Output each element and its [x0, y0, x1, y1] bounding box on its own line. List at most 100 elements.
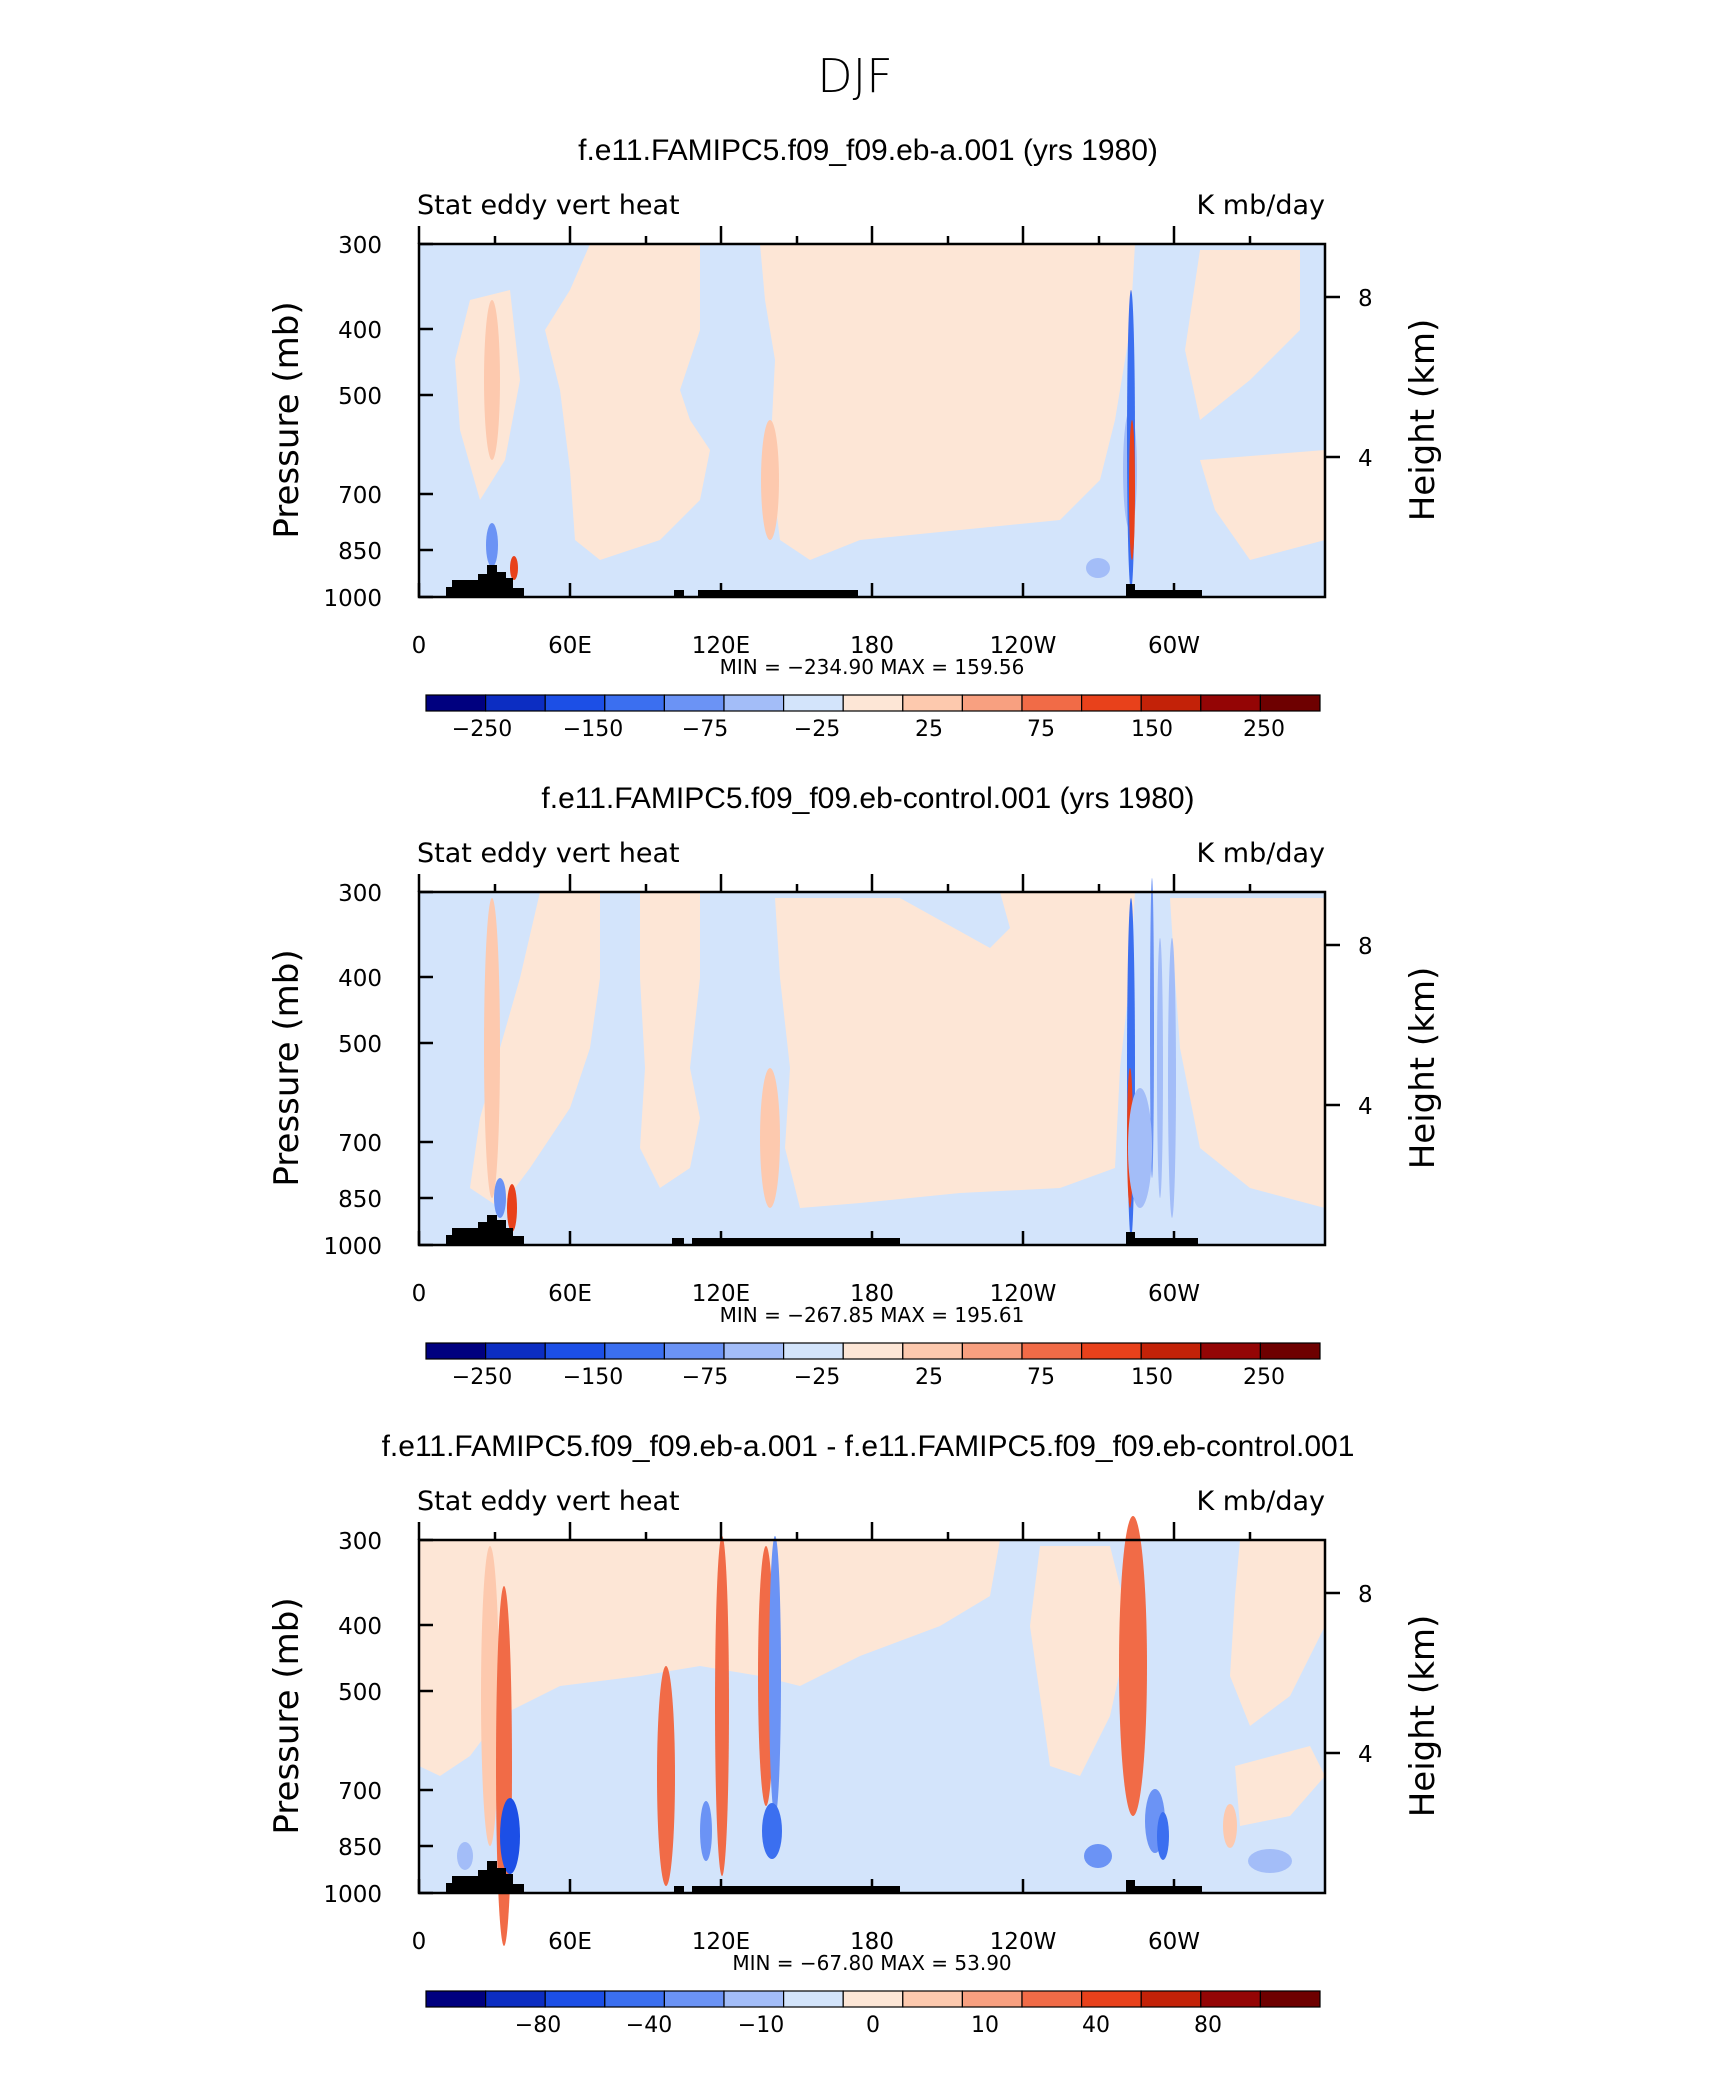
x-tick-labels: 0 60E 120E 180 120W 60W [412, 1929, 1200, 1955]
y2-tick-labels: 8 4 [1358, 1582, 1373, 1768]
panel-title: f.e11.FAMIPC5.f09_f09.eb-a.001 (yrs 1980… [578, 134, 1158, 167]
y-tick-label: 400 [338, 318, 382, 344]
contour-region [470, 892, 600, 1208]
y-tick-labels: 300 400 500 700 850 1000 [323, 233, 382, 612]
y-axis-label: Pressure (mb) [267, 301, 307, 538]
contour-region [1170, 898, 1325, 1208]
y2-tick-label: 4 [1358, 1742, 1373, 1768]
y2-axis-label: Height (km) [1403, 1615, 1443, 1818]
contour-region [1185, 250, 1300, 420]
colorbar-swatch [1259, 1990, 1321, 2008]
contour-region [715, 1536, 729, 1876]
colorbar-swatch [604, 1990, 665, 2008]
contour-region [486, 523, 498, 567]
y2-tick-label: 8 [1358, 286, 1373, 312]
x-tick-label: 120E [692, 1929, 750, 1955]
y-tick-label: 850 [338, 1187, 382, 1213]
min-max-stats: MIN = −67.80 MAX = 53.90 [732, 1951, 1011, 1975]
topography [674, 1886, 684, 1893]
y-tick-label: 850 [338, 539, 382, 565]
colorbar-swatch [782, 694, 844, 712]
colorbar-swatch [425, 1342, 487, 1360]
panel-title: f.e11.FAMIPC5.f09_f09.eb-control.001 (yr… [541, 782, 1194, 815]
contour-region [1200, 450, 1325, 560]
colorbar-label: −150 [563, 717, 623, 742]
colorbar-swatch [1140, 1342, 1202, 1360]
y-tick-label: 1000 [323, 1234, 382, 1260]
y-tick-label: 700 [338, 1131, 382, 1157]
contour-field [419, 244, 1325, 597]
panel-title: f.e11.FAMIPC5.f09_f09.eb-a.001 - f.e11.F… [382, 1430, 1355, 1463]
contour-region [1150, 878, 1154, 1178]
colorbar-label: −75 [682, 1365, 728, 1390]
x-tick-label: 120W [990, 633, 1057, 659]
y-tick-labels: 300 400 500 700 850 1000 [323, 1529, 382, 1908]
contour-region [640, 892, 700, 1188]
colorbar-swatch [604, 694, 665, 712]
colorbar-swatch [1021, 1342, 1083, 1360]
contour-region [1084, 1844, 1112, 1868]
colorbar-label: −250 [452, 717, 512, 742]
axis-ticks [417, 874, 1340, 1247]
contour-region [657, 1666, 675, 1886]
x-tick-label: 120E [692, 633, 750, 659]
y-tick-labels: 300 400 500 700 850 1000 [323, 881, 382, 1260]
x-tick-label: 180 [850, 1281, 894, 1307]
variable-label: Stat eddy vert heat [417, 1486, 680, 1517]
colorbar-swatch [425, 1990, 487, 2008]
contour-region [419, 1540, 1000, 1776]
colorbar-label: 25 [915, 1365, 943, 1390]
colorbar-swatch [1200, 1990, 1262, 2008]
contour-region [507, 1184, 517, 1232]
topography [692, 1238, 900, 1245]
colorbar-swatch [604, 1342, 665, 1360]
colorbar-label: 10 [971, 2013, 999, 2038]
colorbar-label: −250 [452, 1365, 512, 1390]
colorbar-swatch [544, 1342, 606, 1360]
x-tick-label: 180 [850, 633, 894, 659]
contour-region [1129, 420, 1135, 560]
contour-field [419, 1516, 1325, 1946]
y-tick-label: 300 [338, 233, 382, 259]
colorbar-label: −25 [794, 717, 840, 742]
contour-region [1235, 1746, 1325, 1826]
y-tick-label: 1000 [323, 586, 382, 612]
contour-region [700, 1801, 712, 1861]
y-tick-label: 300 [338, 1529, 382, 1555]
colorbar-swatch [485, 1342, 546, 1360]
colorbar-label: 250 [1243, 717, 1285, 742]
colorbar-swatch [782, 1990, 844, 2008]
colorbar-swatch [1080, 694, 1142, 712]
topography [698, 590, 858, 597]
colorbar-swatch [663, 694, 725, 712]
colorbar-swatch [842, 1342, 904, 1360]
colorbar-swatch [425, 694, 487, 712]
colorbar-label: 40 [1082, 2013, 1110, 2038]
colorbar-label: −75 [682, 717, 728, 742]
y-tick-label: 1000 [323, 1882, 382, 1908]
colorbar-label: −25 [794, 1365, 840, 1390]
x-tick-label: 120E [692, 1281, 750, 1307]
colorbar-swatch [1021, 1990, 1083, 2008]
colorbar-swatch [902, 694, 963, 712]
x-tick-label: 60W [1148, 633, 1200, 659]
colorbar-swatch [485, 694, 546, 712]
x-tick-label: 120W [990, 1929, 1057, 1955]
contour-region [1248, 1849, 1292, 1873]
colorbar-label: 80 [1194, 2013, 1222, 2038]
y2-tick-label: 4 [1358, 1094, 1373, 1120]
min-max-stats: MIN = −234.90 MAX = 159.56 [720, 655, 1025, 679]
y2-tick-labels: 8 4 [1358, 286, 1373, 472]
colorbar-swatch [1021, 694, 1083, 712]
contour-region [484, 898, 500, 1198]
x-tick-label: 60E [548, 1929, 592, 1955]
y-tick-label: 400 [338, 1614, 382, 1640]
min-max-stats: MIN = −267.85 MAX = 195.61 [720, 1303, 1025, 1327]
panel-1: f.e11.FAMIPC5.f09_f09.eb-a.001 (yrs 1980… [267, 134, 1443, 742]
colorbar-label: 75 [1027, 717, 1055, 742]
x-tick-labels: 0 60E 120E 180 120W 60W [412, 1281, 1200, 1307]
contour-region [1100, 470, 1135, 585]
y2-axis-label: Height (km) [1403, 319, 1443, 522]
colorbar: −80 −40 −10 0 10 40 80 [425, 1990, 1321, 2038]
topography [692, 1886, 900, 1893]
